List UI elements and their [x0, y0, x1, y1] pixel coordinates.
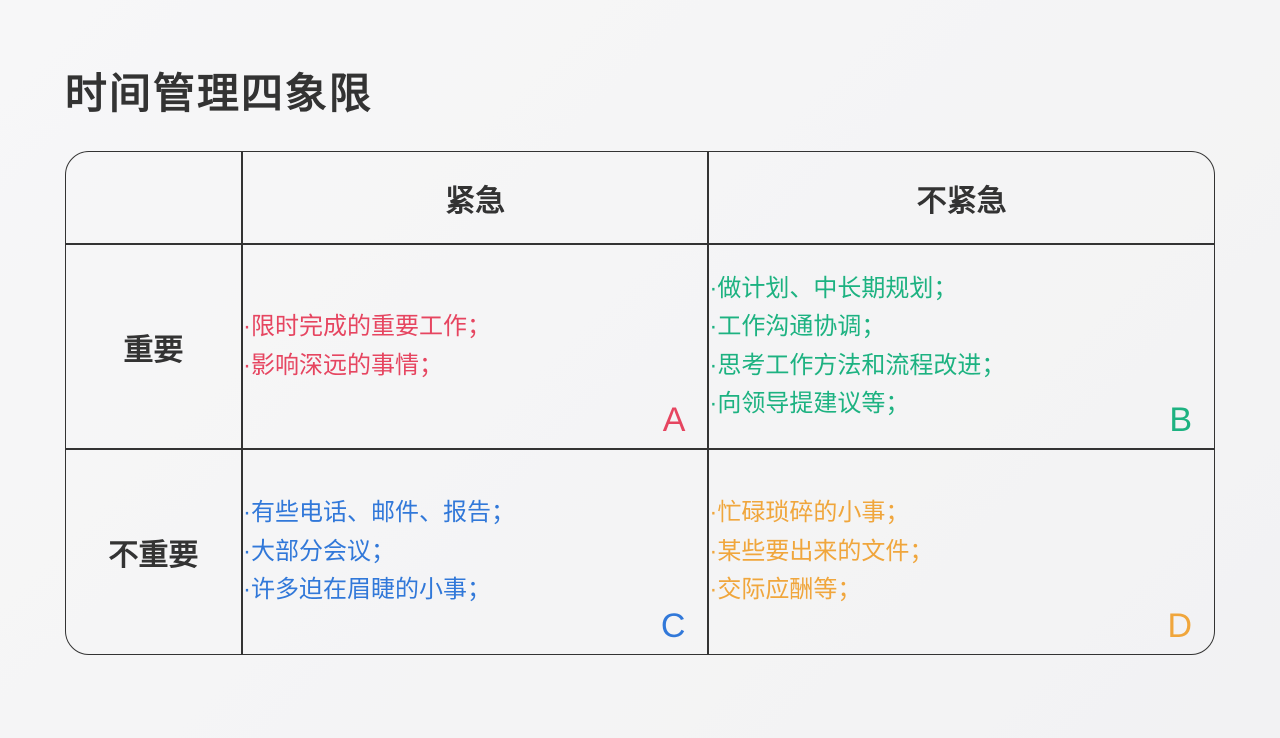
- quadrant-a: ·限时完成的重要工作； ·影响深远的事情； A: [242, 244, 708, 449]
- quadrant-d-item: ·交际应酬等；: [709, 571, 1214, 609]
- quadrant-c-letter: C: [661, 607, 686, 646]
- quadrant-d-item: ·忙碌琐碎的小事；: [709, 494, 1214, 532]
- quadrant-b-items: ·做计划、中长期规划； ·工作沟通协调； ·思考工作方法和流程改进； ·向领导提…: [709, 270, 1214, 424]
- quadrant-d-letter: D: [1167, 607, 1192, 646]
- quadrant-d: ·忙碌琐碎的小事； ·某些要出来的文件； ·交际应酬等； D: [708, 449, 1214, 654]
- quadrant-c-item: ·大部分会议；: [243, 533, 707, 571]
- quadrant-d-item: ·某些要出来的文件；: [709, 533, 1214, 571]
- quadrant-b-letter: B: [1169, 401, 1192, 440]
- quadrant-a-item: ·影响深远的事情；: [243, 347, 707, 385]
- quadrant-a-items: ·限时完成的重要工作； ·影响深远的事情；: [243, 308, 707, 385]
- time-matrix: 紧急 不紧急 重要 ·限时完成的重要工作； ·影响深远的事情； A ·做计划、中…: [65, 151, 1215, 655]
- quadrant-b-item: ·工作沟通协调；: [709, 308, 1214, 346]
- quadrant-a-item: ·限时完成的重要工作；: [243, 308, 707, 346]
- quadrant-b-item: ·向领导提建议等；: [709, 385, 1214, 423]
- corner-cell: [66, 152, 242, 244]
- row-header-important: 重要: [66, 244, 242, 449]
- quadrant-a-letter: A: [663, 401, 686, 440]
- quadrant-c-item: ·有些电话、邮件、报告；: [243, 494, 707, 532]
- quadrant-b: ·做计划、中长期规划； ·工作沟通协调； ·思考工作方法和流程改进； ·向领导提…: [708, 244, 1214, 449]
- col-header-not-urgent: 不紧急: [708, 152, 1214, 244]
- row-header-not-important: 不重要: [66, 449, 242, 654]
- quadrant-c-items: ·有些电话、邮件、报告； ·大部分会议； ·许多迫在眉睫的小事；: [243, 494, 707, 609]
- quadrant-c: ·有些电话、邮件、报告； ·大部分会议； ·许多迫在眉睫的小事； C: [242, 449, 708, 654]
- quadrant-d-items: ·忙碌琐碎的小事； ·某些要出来的文件； ·交际应酬等；: [709, 494, 1214, 609]
- quadrant-b-item: ·思考工作方法和流程改进；: [709, 347, 1214, 385]
- quadrant-c-item: ·许多迫在眉睫的小事；: [243, 571, 707, 609]
- page-title: 时间管理四象限: [65, 60, 1215, 121]
- col-header-urgent: 紧急: [242, 152, 708, 244]
- quadrant-b-item: ·做计划、中长期规划；: [709, 270, 1214, 308]
